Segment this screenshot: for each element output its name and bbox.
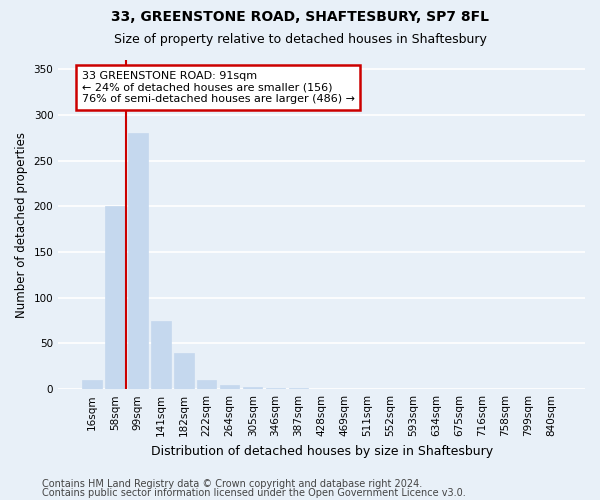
Text: Contains public sector information licensed under the Open Government Licence v3: Contains public sector information licen… [42,488,466,498]
Bar [82,380,101,389]
Bar [151,320,170,389]
Text: 33 GREENSTONE ROAD: 91sqm
← 24% of detached houses are smaller (156)
76% of semi: 33 GREENSTONE ROAD: 91sqm ← 24% of detac… [82,71,355,104]
Text: Contains HM Land Registry data © Crown copyright and database right 2024.: Contains HM Land Registry data © Crown c… [42,479,422,489]
Bar [128,133,148,389]
Bar [220,384,239,389]
Y-axis label: Number of detached properties: Number of detached properties [15,132,28,318]
Bar [266,388,286,389]
Bar [105,206,125,389]
Bar [289,388,308,389]
Bar [174,352,194,389]
Text: 33, GREENSTONE ROAD, SHAFTESBURY, SP7 8FL: 33, GREENSTONE ROAD, SHAFTESBURY, SP7 8F… [111,10,489,24]
Bar [197,380,217,389]
X-axis label: Distribution of detached houses by size in Shaftesbury: Distribution of detached houses by size … [151,444,493,458]
Text: Size of property relative to detached houses in Shaftesbury: Size of property relative to detached ho… [113,32,487,46]
Bar [243,388,262,389]
